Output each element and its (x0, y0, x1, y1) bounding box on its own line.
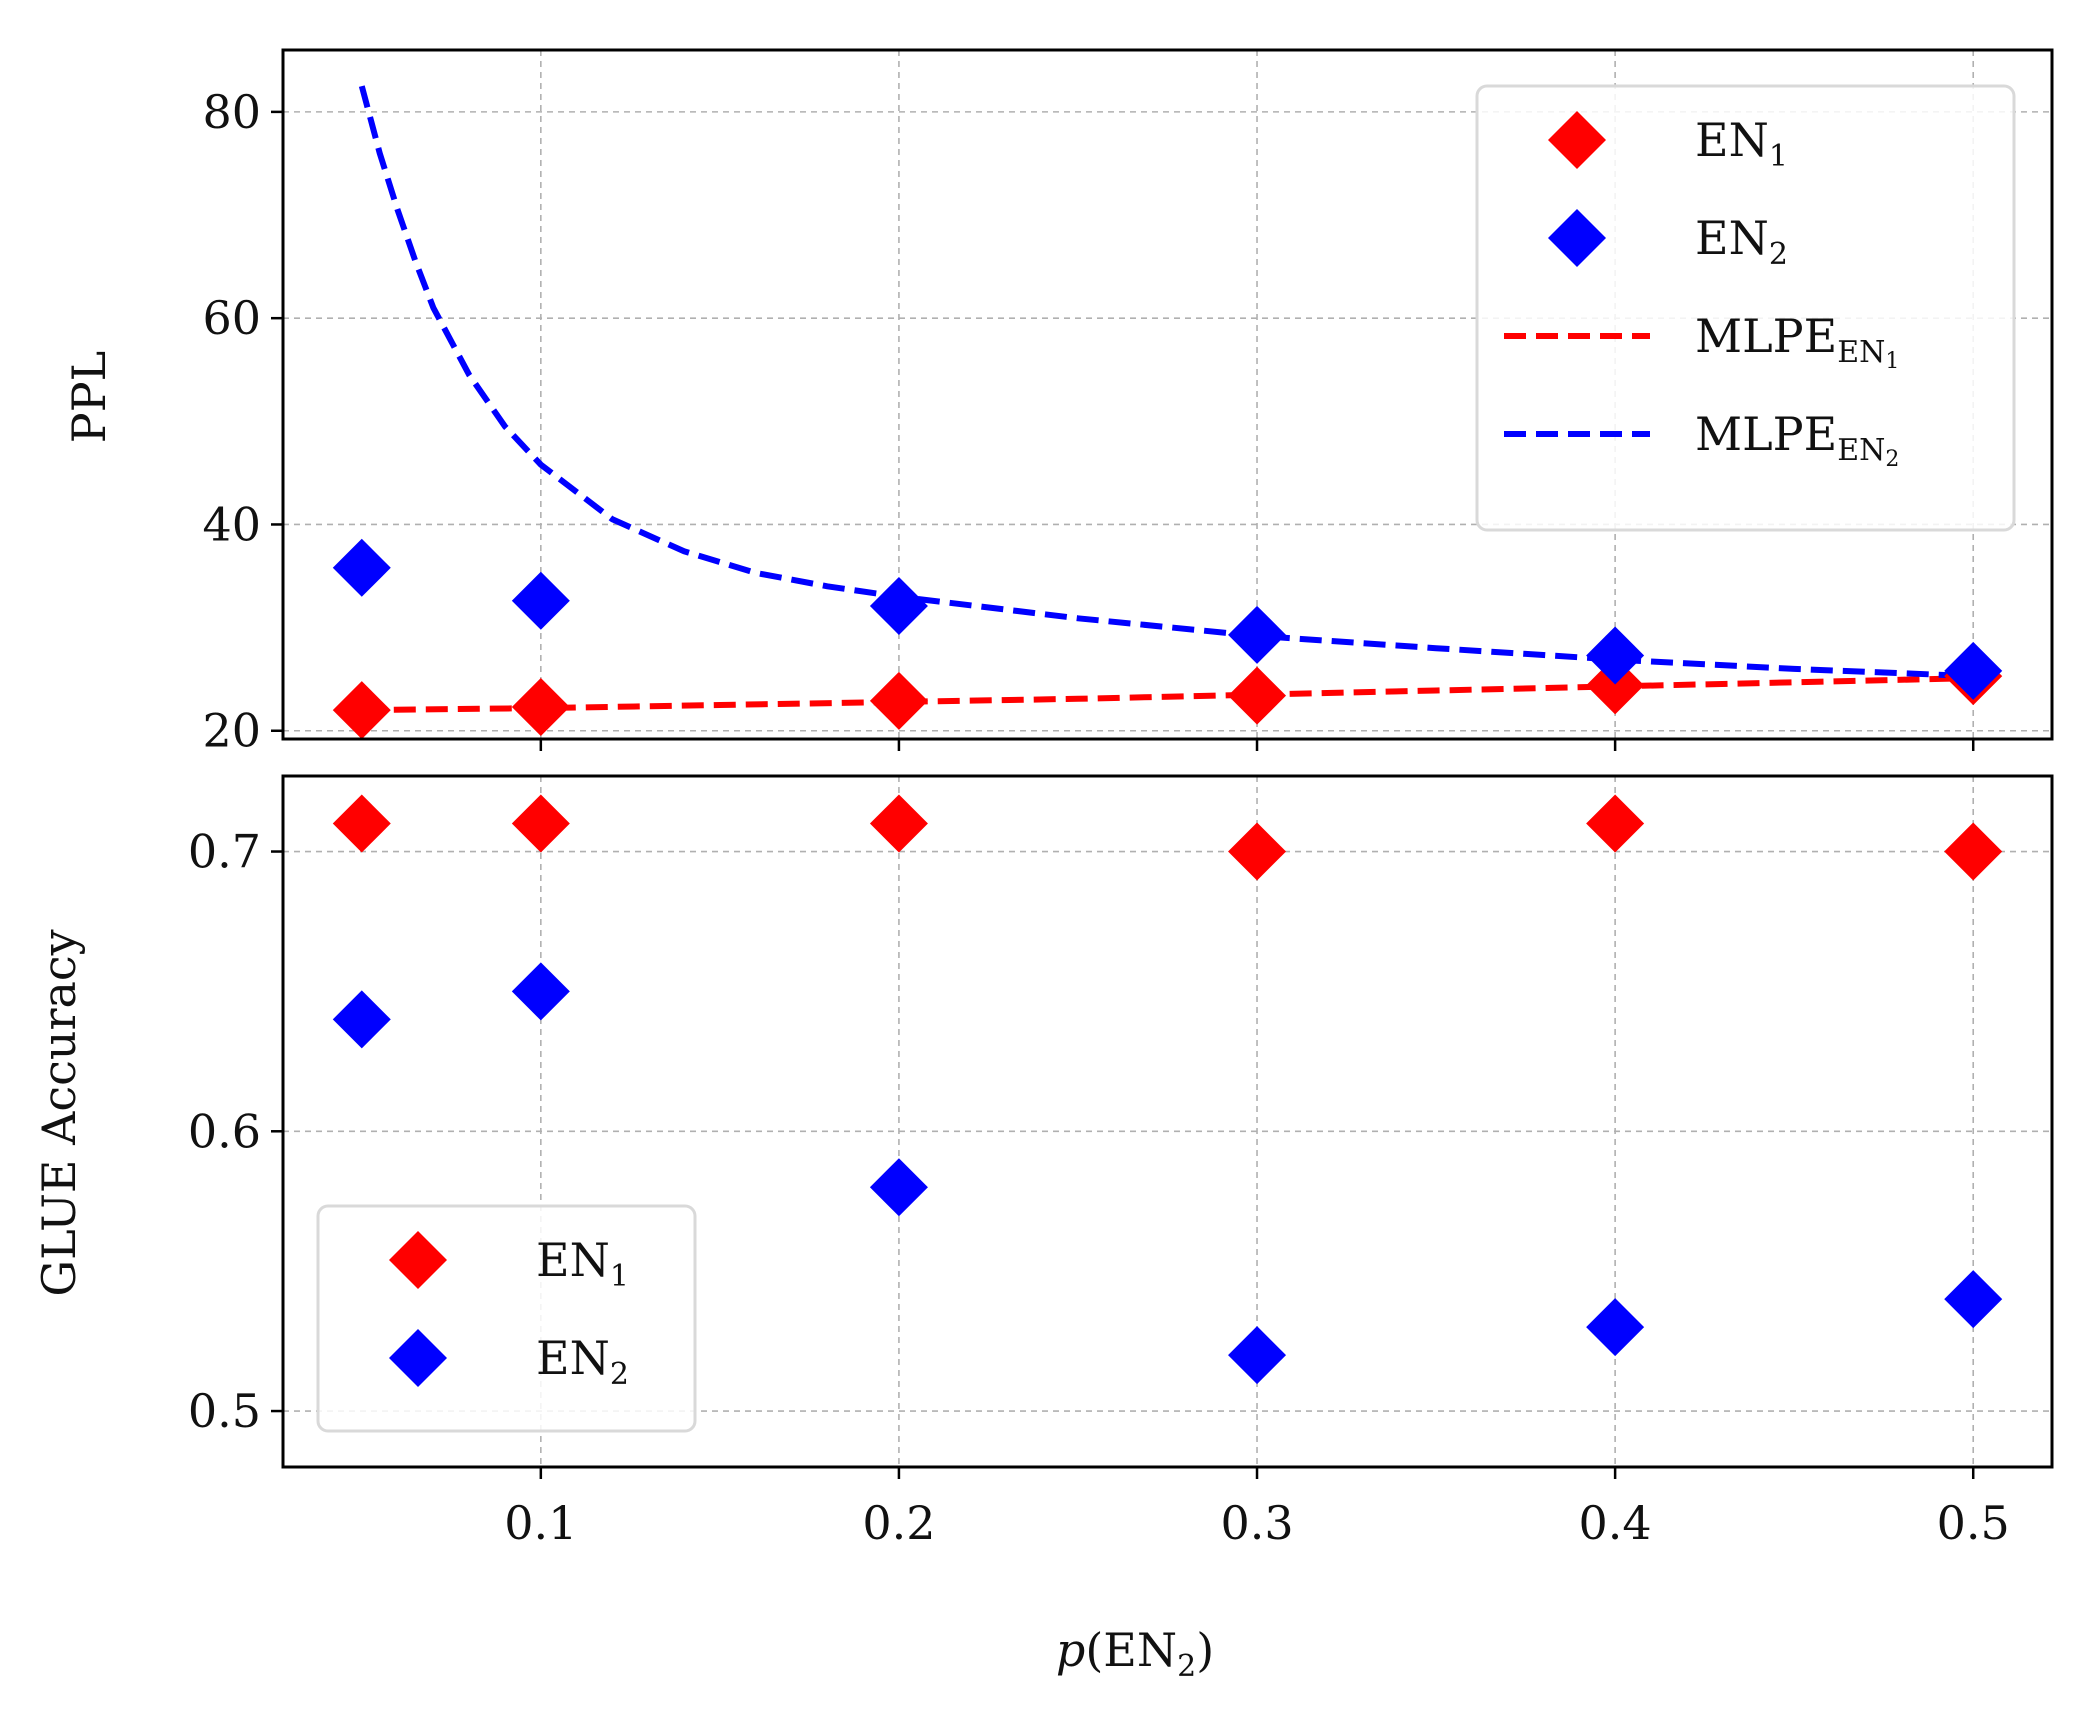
glue-y-tick-label: 0.6 (188, 1104, 261, 1158)
x-axis-label: p(EN2) (1056, 1623, 1214, 1684)
ppl-marker-en2-5 (1944, 641, 2003, 700)
glue-marker-en2-2 (869, 1158, 928, 1217)
glue-frame (281, 774, 2054, 1469)
glue-legend-label-1: EN2 (536, 1331, 629, 1392)
glue-legend-label-0: EN1 (536, 1233, 629, 1294)
glue-legend-name-0: EN (536, 1233, 610, 1287)
glue-marker-en1-3 (1228, 822, 1287, 881)
ppl-legend-marker-0 (1548, 111, 1606, 169)
ppl-legend-label-2: MLPEEN1 (1695, 309, 1899, 374)
ppl-legend-sub2-2: 1 (1885, 349, 1899, 374)
ppl-legend-name-3: MLPE (1695, 407, 1837, 461)
ppl-legend-label-0: EN1 (1695, 113, 1788, 174)
glue-legend-sub-0: 1 (610, 1259, 629, 1294)
glue-marker-en1-0 (332, 794, 391, 853)
glue-marker-en2-4 (1586, 1298, 1645, 1357)
ppl-legend-sub-0: 1 (1769, 139, 1788, 174)
glue-marker-en1-1 (511, 794, 570, 853)
ppl-legend-sub-2: EN (1837, 335, 1885, 370)
glue-x-tick-label: 0.1 (504, 1496, 577, 1550)
ppl-y-tick-label: 80 (202, 85, 261, 139)
ppl-legend-marker-1 (1548, 209, 1606, 267)
glue-x-tick-label: 0.3 (1220, 1496, 1293, 1550)
glue-legend-name-1: EN (536, 1331, 610, 1385)
glue-marker-en2-3 (1228, 1326, 1287, 1385)
ppl-legend-sub2-3: 2 (1885, 447, 1899, 472)
glue-y-tick-label: 0.5 (188, 1384, 261, 1438)
ppl-marker-en2-4 (1586, 626, 1645, 685)
ppl-series-line-2 (361, 675, 1974, 714)
glue-x-tick-label: 0.4 (1579, 1496, 1652, 1550)
glue-marker-en2-1 (511, 962, 570, 1021)
ppl-y-tick-label: 40 (202, 497, 261, 551)
glue-legend-marker-1 (389, 1329, 447, 1387)
x-axis-label-sub: 2 (1177, 1649, 1196, 1684)
glue-marker-en2-5 (1944, 1270, 2003, 1329)
glue-legend-box (316, 1204, 697, 1433)
ppl-marker-en2-1 (511, 571, 570, 630)
glue-marker-en1-5 (1944, 822, 2003, 881)
ppl-marker-en2-3 (1228, 605, 1287, 664)
ppl-y-tick-label: 20 (202, 704, 261, 758)
ppl-marker-en1-3 (1228, 666, 1287, 725)
ppl-y-tick-label: 60 (202, 291, 261, 345)
glue-marker-en1-4 (1586, 794, 1645, 853)
ppl-legend-sub-1: 2 (1769, 237, 1788, 272)
glue-legend-sub-1: 2 (610, 1357, 629, 1392)
ppl-marker-en2-2 (869, 576, 928, 635)
ppl-legend-box (1475, 84, 2016, 532)
glue-y-tick-label: 0.7 (188, 825, 261, 879)
ppl-data (332, 85, 2003, 739)
glue-legend-marker-0 (389, 1231, 447, 1289)
ppl-legend-label-3: MLPEEN2 (1695, 407, 1899, 472)
ppl-marker-en1-0 (332, 681, 391, 739)
ppl-marker-en1-2 (869, 671, 928, 730)
glue-x-tick-label: 0.2 (862, 1496, 935, 1550)
ppl-frame (281, 48, 2054, 741)
glue-data (332, 794, 2003, 1385)
ppl-marker-en1-4 (1586, 656, 1645, 715)
ppl-marker-en2-0 (332, 538, 391, 597)
ppl-legend-name-0: EN (1695, 113, 1769, 167)
ppl-legend-sub-3: EN (1837, 433, 1885, 468)
ppl-legend-name-1: EN (1695, 211, 1769, 265)
x-axis-label-close: ) (1196, 1623, 1214, 1677)
glue-marker-en1-2 (869, 794, 928, 853)
glue-marker-en2-0 (332, 990, 391, 1049)
x-axis-label-open: (EN (1085, 1623, 1177, 1677)
ppl-series-line-3 (358, 85, 1974, 680)
glue-accuracy-axis-label: GLUE Accuracy (32, 929, 86, 1296)
ppl-legend-name-2: MLPE (1695, 309, 1837, 363)
ppl-axis-label: PPL (62, 351, 116, 443)
glue-x-tick-label: 0.5 (1937, 1496, 2010, 1550)
ppl-marker-en1-1 (511, 678, 570, 737)
x-axis-label-p: p (1056, 1623, 1085, 1677)
ppl-legend-label-1: EN2 (1695, 211, 1788, 272)
